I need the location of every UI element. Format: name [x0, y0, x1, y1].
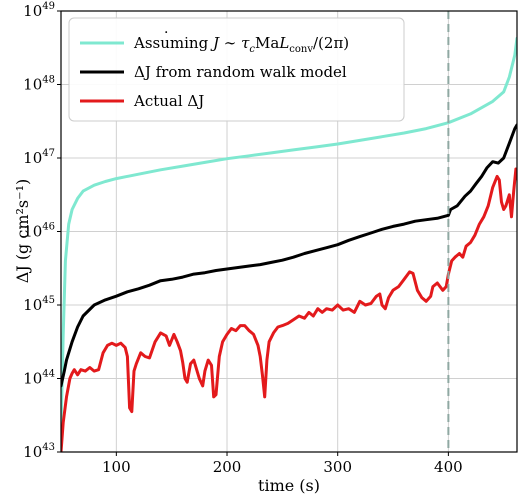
- x-tick-label: 200: [213, 458, 242, 476]
- x-tick-label: 400: [434, 458, 463, 476]
- y-tick-label: 1049: [23, 1, 55, 20]
- legend: Assuming J ∼ τcMaLconv/(2π) · ΔJ from ra…: [68, 17, 405, 122]
- y-tick-label: 1045: [23, 295, 55, 314]
- y-tick-label: 1048: [23, 75, 55, 94]
- y-tick-label: 1044: [23, 369, 55, 388]
- legend-label-random-walk: ΔJ from random walk model: [134, 63, 347, 81]
- series-line-assuming: [61, 36, 517, 432]
- x-tick-label: 300: [323, 458, 352, 476]
- y-axis-label: ΔJ (g cm²s⁻¹): [13, 179, 32, 283]
- series-line-random-walk: [61, 123, 517, 388]
- legend-label-assuming: Assuming J ∼ τcMaLconv/(2π): [133, 34, 349, 55]
- series-layer: [61, 36, 517, 452]
- x-tick-label: 100: [102, 458, 131, 476]
- y-tick-label: 1046: [23, 222, 55, 241]
- series-line-actual: [61, 167, 517, 452]
- y-tick-label: 1047: [23, 148, 55, 167]
- x-axis-label: time (s): [258, 476, 320, 495]
- x-tick-labels: 100 200 300 400: [102, 452, 463, 476]
- dot-accent: ·: [164, 25, 168, 41]
- y-tick-labels: 1043 1044 1045 1046 1047 1048 1049: [23, 1, 61, 461]
- legend-label-actual: Actual ΔJ: [133, 92, 204, 110]
- y-tick-label: 1043: [23, 442, 55, 461]
- legend-box: [68, 17, 405, 122]
